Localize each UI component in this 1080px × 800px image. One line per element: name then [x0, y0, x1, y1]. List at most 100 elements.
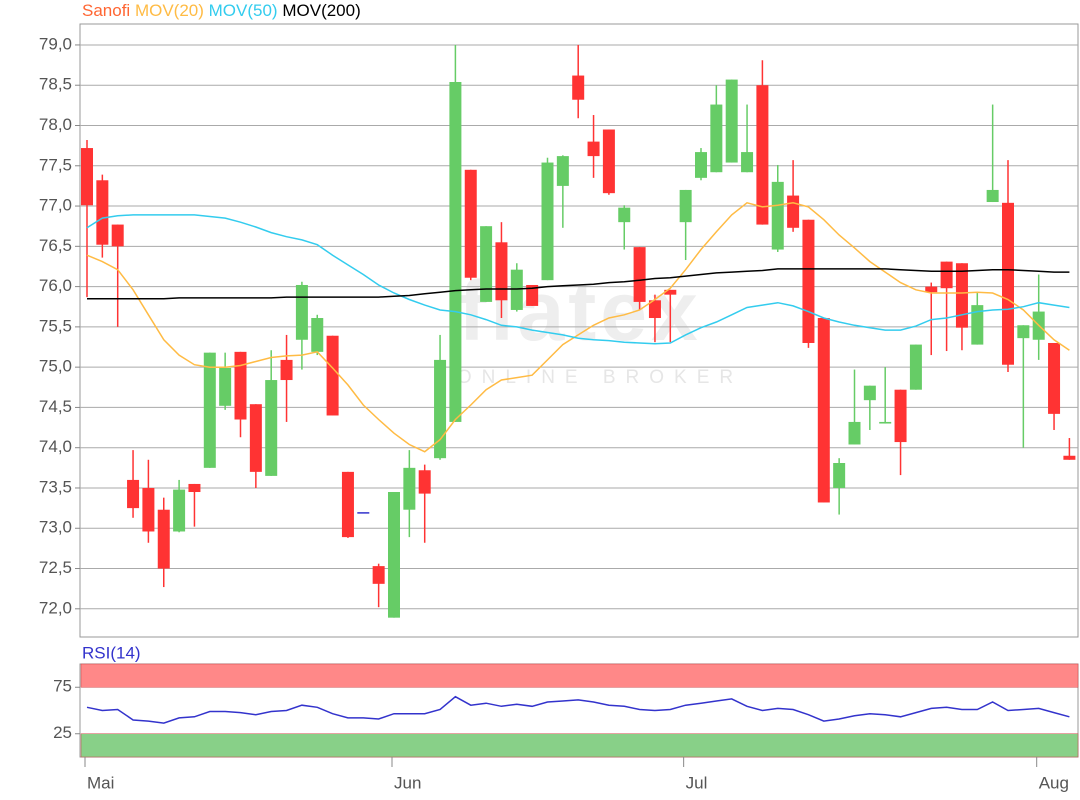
candle-body	[664, 289, 677, 295]
zone	[80, 663, 1079, 688]
candle-body	[127, 479, 140, 509]
candle-body	[541, 162, 554, 281]
candle-body	[249, 404, 262, 472]
candle-body	[357, 512, 370, 514]
line-series	[86, 201, 1070, 453]
line-series	[86, 695, 1070, 724]
candle-body	[940, 261, 953, 289]
candle-body	[802, 219, 815, 343]
main-plot-area	[79, 23, 1079, 638]
x-tick-label: Jul	[686, 773, 708, 792]
candle-body	[1017, 325, 1030, 339]
y-tick-label: 79,0	[39, 34, 72, 53]
candle-body	[879, 421, 892, 424]
candle-body	[679, 189, 692, 223]
y-tick-label: 25	[53, 723, 72, 742]
x-tick-label: Mai	[87, 773, 114, 792]
candle-body	[572, 75, 585, 100]
candle-body	[1063, 455, 1076, 460]
candle-body	[142, 487, 155, 532]
y-tick-label: 76,5	[39, 236, 72, 255]
candle-body	[863, 385, 876, 401]
y-tick-label: 78,5	[39, 75, 72, 94]
candle-body	[771, 181, 784, 250]
line-series	[86, 214, 1070, 345]
candle-body	[203, 352, 216, 468]
y-tick-label: 77,0	[39, 196, 72, 215]
candle-body	[372, 566, 385, 584]
candle-body	[111, 224, 124, 247]
candle-body	[510, 269, 523, 310]
candle-body	[925, 286, 938, 293]
candle-body	[173, 489, 186, 532]
candle-body	[157, 509, 170, 569]
candle-body	[311, 318, 324, 352]
y-tick-label: 72,5	[39, 558, 72, 577]
candle-body	[695, 152, 707, 178]
legend-entry: MOV(20)	[135, 1, 204, 20]
candle-body	[817, 318, 830, 503]
candle-body	[556, 156, 569, 186]
candle-body	[833, 463, 846, 488]
candle-body	[1048, 342, 1061, 414]
candle-body	[1002, 202, 1014, 365]
candle-body	[526, 284, 539, 306]
legend-entry: MOV(200)	[282, 1, 360, 20]
zone	[80, 733, 1079, 758]
y-tick-label: 78,0	[39, 115, 72, 134]
legend-entry: MOV(50)	[209, 1, 278, 20]
candle-body	[480, 226, 493, 302]
candle-body	[295, 284, 308, 340]
candle-body	[587, 141, 600, 157]
candle-body	[725, 79, 738, 163]
y-tick-label: 72,0	[39, 598, 72, 617]
candle-body	[648, 300, 661, 319]
candle-body	[449, 81, 462, 422]
panel-title: RSI(14)	[82, 643, 141, 662]
candle-body	[986, 189, 999, 203]
x-tick-label: Aug	[1039, 773, 1069, 792]
candle-body	[971, 305, 984, 345]
candle-body	[909, 344, 922, 390]
y-tick-label: 75,0	[39, 357, 72, 376]
candle-body	[894, 389, 907, 443]
candle-body	[418, 470, 431, 494]
candle-body	[741, 152, 754, 173]
candle-body	[403, 467, 416, 510]
candle-body	[219, 367, 232, 406]
candle-body	[495, 242, 508, 301]
y-tick-label: 75	[53, 677, 72, 696]
candle-body	[848, 421, 861, 445]
candle-body	[602, 129, 615, 194]
candle-body	[326, 335, 339, 416]
candle-body	[618, 207, 631, 223]
y-tick-label: 73,0	[39, 518, 72, 537]
candle-body	[756, 85, 769, 225]
y-tick-label: 76,0	[39, 276, 72, 295]
candle-body	[464, 169, 477, 278]
watermark: ONLINE BROKER	[457, 367, 743, 388]
legend-entry: Sanofi	[82, 1, 130, 20]
candle-body	[96, 180, 109, 245]
candle-body	[188, 483, 201, 493]
candle-body	[234, 351, 247, 420]
y-tick-label: 75,5	[39, 316, 72, 335]
candle-body	[787, 195, 800, 228]
candle-body	[710, 104, 723, 173]
y-tick-label: 77,5	[39, 155, 72, 174]
x-tick-label: Jun	[394, 773, 421, 792]
y-tick-label: 74,0	[39, 437, 72, 456]
candle-body	[633, 247, 646, 302]
line-series	[87, 268, 1070, 300]
candle-body	[388, 492, 400, 618]
y-tick-label: 73,5	[39, 477, 72, 496]
candle-body	[81, 148, 93, 206]
candle-body	[341, 471, 354, 538]
candle-body	[955, 263, 968, 328]
legend: Sanofi MOV(20) MOV(50) MOV(200)	[82, 1, 361, 20]
candle-body	[434, 359, 447, 459]
candle-body	[265, 380, 278, 476]
candle-body	[280, 359, 293, 381]
